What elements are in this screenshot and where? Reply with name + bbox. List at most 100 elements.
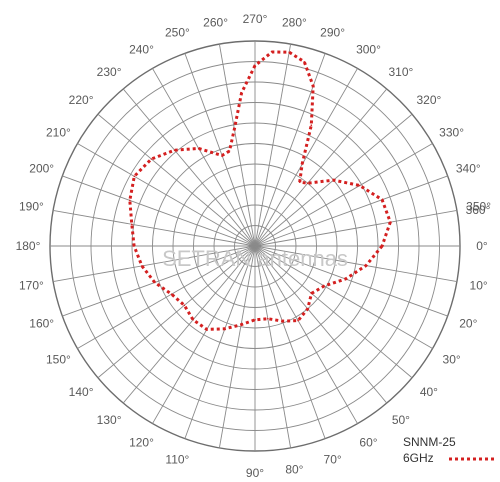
watermark-text: SETRAN antennas xyxy=(162,246,348,271)
series-point xyxy=(297,319,299,322)
angle-tick-label: 330° xyxy=(439,126,464,140)
grid-spoke xyxy=(254,245,433,349)
series-point xyxy=(170,293,173,296)
angle-tick-labels: 0° 10° 20° 30° 40° 50° 60° 70° 80° 90° 110° 120° 130… xyxy=(16,12,492,480)
series-points xyxy=(129,51,392,331)
series-point xyxy=(154,281,156,284)
series-point xyxy=(240,92,243,94)
series-point xyxy=(303,61,306,63)
series-point xyxy=(332,179,335,181)
series-point xyxy=(310,292,313,295)
series-point xyxy=(312,85,315,87)
series-point xyxy=(358,184,361,187)
angle-tick-label: 250° xyxy=(165,26,190,40)
angle-tick-label: 60° xyxy=(359,436,377,450)
series-point xyxy=(306,308,309,310)
angle-tick-label: 170° xyxy=(19,278,44,292)
grid-spoke xyxy=(62,245,256,317)
angle-tick-label: 360° xyxy=(466,203,491,217)
series-point xyxy=(298,181,301,183)
angle-tick-label: 90° xyxy=(246,466,264,480)
grid-spoke xyxy=(97,113,256,247)
grid-spoke xyxy=(97,245,256,379)
series-point xyxy=(254,319,256,321)
series-point xyxy=(281,320,284,322)
series-point xyxy=(365,264,367,267)
series-point xyxy=(288,51,291,53)
angle-tick-label: 210° xyxy=(46,126,71,140)
angle-tick-label: 120° xyxy=(129,436,154,450)
angle-tick-label: 320° xyxy=(416,93,441,107)
grid-spoke xyxy=(254,175,448,247)
grid-spoke xyxy=(254,143,433,247)
grid-spoke xyxy=(218,245,256,448)
grid-spoke xyxy=(254,68,358,247)
angle-tick-label: 290° xyxy=(320,26,345,40)
grid-spoke xyxy=(254,245,292,448)
series-point xyxy=(197,147,200,150)
angle-tick-label: 350° xyxy=(466,200,491,214)
grid-spoke xyxy=(184,245,256,439)
angle-tick-label: 230° xyxy=(97,65,122,79)
angle-tick-label: 190° xyxy=(19,200,44,214)
angle-tick-label: 40° xyxy=(420,385,438,399)
grid-spoke xyxy=(77,143,256,247)
series-point xyxy=(133,245,135,247)
grid-spoke xyxy=(77,245,256,349)
angle-tick-label: 130° xyxy=(97,413,122,427)
grid-spoke xyxy=(254,245,388,404)
grid-spoke xyxy=(53,245,256,283)
series-point xyxy=(306,182,309,184)
angle-tick-label: 160° xyxy=(29,317,54,331)
angle-tick-label: 150° xyxy=(46,353,71,367)
angle-tick-label: 300° xyxy=(356,42,381,56)
series-point xyxy=(310,124,313,126)
grid-spoke xyxy=(122,245,256,404)
series-point xyxy=(141,265,143,267)
series-point xyxy=(233,128,236,130)
angle-tick-label: 280° xyxy=(282,15,307,29)
series-point xyxy=(192,319,194,321)
grid-spoke xyxy=(254,209,457,247)
series-point xyxy=(301,163,303,166)
series-point xyxy=(323,285,326,287)
series-point xyxy=(381,245,383,247)
series-point xyxy=(271,51,273,53)
grid-spoke xyxy=(254,44,292,247)
grid-spoke xyxy=(152,245,256,424)
series-point xyxy=(389,221,392,223)
series-point xyxy=(224,328,226,330)
series-point xyxy=(267,317,269,320)
legend-label-frequency: 6GHz xyxy=(403,451,434,465)
grid-spoke xyxy=(254,245,358,424)
series-point xyxy=(254,64,256,67)
legend: SNNM-25 6GHz xyxy=(403,435,497,465)
series-point xyxy=(228,150,231,152)
grid-spoke xyxy=(254,245,326,439)
series-point xyxy=(240,323,242,326)
angle-tick-label: 50° xyxy=(392,413,410,427)
grid-spoke xyxy=(184,53,256,247)
angle-tick-label: 340° xyxy=(456,161,481,175)
angle-tick-label: 260° xyxy=(203,15,228,29)
grid-spoke xyxy=(62,175,256,247)
grid-spoke xyxy=(254,245,448,317)
angle-tick-label: 140° xyxy=(69,385,94,399)
angle-tick-label: 20° xyxy=(459,317,477,331)
angular-grid-spokes xyxy=(50,41,460,451)
series-point xyxy=(381,198,383,201)
grid-spoke xyxy=(53,209,256,247)
grid-spoke xyxy=(218,44,256,247)
angle-tick-label: 180° xyxy=(16,239,41,253)
series-point xyxy=(206,328,208,331)
angle-tick-label: 0° xyxy=(476,239,488,253)
angle-tick-label: 270° xyxy=(243,12,268,26)
angle-tick-label: 200° xyxy=(29,161,54,175)
legend-label-model: SNNM-25 xyxy=(403,435,456,449)
grid-spoke xyxy=(254,88,388,247)
angle-tick-label: 110° xyxy=(165,452,189,466)
series-point xyxy=(133,175,136,178)
angle-tick-label: 30° xyxy=(443,353,461,367)
